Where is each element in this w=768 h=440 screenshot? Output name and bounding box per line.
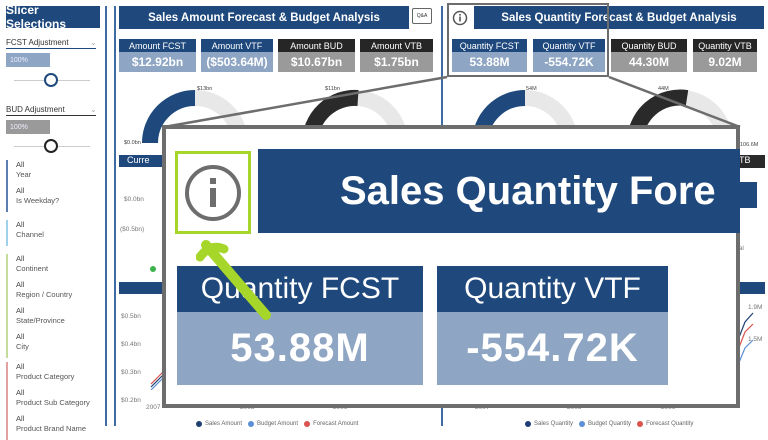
quantity-line-header xyxy=(737,282,765,294)
amount-bar-axis-tick: ($0.5bn) xyxy=(120,226,145,233)
quantity-legend: Sales Quantity Budget Quantity Forecast … xyxy=(525,421,693,427)
zoom-kpi-quantity-vtf: Quantity VTF -554.72K xyxy=(437,266,668,385)
filter-city[interactable]: All City xyxy=(16,332,29,351)
filter-group-product: All Product Category All Product Sub Categ… xyxy=(6,362,90,440)
filter-year[interactable]: All Year xyxy=(16,160,32,179)
quantity-line-axis-tick: 1.5M xyxy=(748,336,763,343)
kpi-quantity-vtb: Quantity VTB 9.02M xyxy=(693,39,757,72)
qa-icon[interactable]: Q&A xyxy=(412,8,432,24)
amount-bud-gauge-target: $11bn xyxy=(325,86,340,92)
amount-line-chart xyxy=(150,371,164,390)
green-arrow-pointer-icon xyxy=(196,240,271,320)
amount-line-axis-tick: $0.2bn xyxy=(121,397,141,404)
info-icon-large xyxy=(185,164,241,221)
kpi-quantity-fcst: Quantity FCST 53.88M xyxy=(452,39,527,72)
legend-sales-quantity[interactable]: Sales Quantity xyxy=(525,421,573,427)
quantity-total-label: tal xyxy=(737,245,744,252)
amount-x-tick: 2007 xyxy=(146,404,161,411)
fcst-chevron-down-icon[interactable]: ⌄ xyxy=(90,38,97,47)
fcst-adjustment-input[interactable]: 100% xyxy=(6,53,50,67)
legend-sales-amount[interactable]: Sales Amount xyxy=(196,421,242,427)
zoom-panel-title: Sales Quantity Fore xyxy=(258,149,740,233)
filter-region-country[interactable]: All Region / Country xyxy=(16,280,73,299)
kpi-quantity-vtf: Quantity VTF -554.72K xyxy=(533,39,605,72)
filter-state-province[interactable]: All State/Province xyxy=(16,306,65,325)
filter-continent[interactable]: All Continent xyxy=(16,254,49,273)
filter-product-sub-category[interactable]: All Product Sub Category xyxy=(16,388,90,407)
kpi-amount-vtf: Amount VTF ($503.64M) xyxy=(201,39,273,72)
amount-fcst-gauge-target: $13bn xyxy=(197,86,213,92)
filter-group-geography: All Continent All Region / Country All Stat… xyxy=(6,254,72,358)
info-icon-highlight[interactable] xyxy=(175,151,251,234)
amount-panel-border xyxy=(114,6,116,426)
filter-is-weekday[interactable]: All Is Weekday? xyxy=(16,186,60,205)
quantity-line-axis-tick: 1.9M xyxy=(748,304,763,311)
legend-forecast-quantity[interactable]: Forecast Quantity xyxy=(637,421,693,427)
info-icon xyxy=(452,10,468,25)
quantity-bar xyxy=(737,182,757,208)
legend-budget-quantity[interactable]: Budget Quantity xyxy=(579,421,631,427)
amount-section-label: Curre xyxy=(119,155,164,167)
fcst-adjustment-label: FCST Adjustment xyxy=(6,38,69,47)
amount-legend: Sales Amount Budget Amount Forecast Amou… xyxy=(196,421,358,427)
zoom-source-highlight xyxy=(447,3,609,77)
quantity-bud-gauge-max: 106.6M xyxy=(740,142,759,148)
bud-adjustment-label: BUD Adjustment xyxy=(6,105,65,114)
filter-channel[interactable]: All Channel xyxy=(16,220,44,239)
info-icon-button[interactable] xyxy=(449,6,471,29)
slicer-selections-title: Slicer Selections xyxy=(6,3,100,31)
amount-fcst-gauge-min: $0.0bn xyxy=(124,140,141,146)
filter-product-category[interactable]: All Product Category xyxy=(16,362,75,381)
amount-bar-axis-tick: $0.0bn xyxy=(124,196,144,203)
bud-underline xyxy=(6,115,96,116)
bud-adjustment-input[interactable]: 100% xyxy=(6,120,50,134)
fcst-slider-handle[interactable] xyxy=(44,73,58,87)
filter-product-brand-name[interactable]: All Product Brand Name xyxy=(16,414,87,433)
legend-forecast-amount[interactable]: Forecast Amount xyxy=(304,421,358,427)
amount-line-axis-tick: $0.3bn xyxy=(121,369,141,376)
quantity-vtb-section-label: TB xyxy=(737,155,765,168)
sidebar-divider xyxy=(105,6,107,426)
amount-line-header xyxy=(119,282,164,294)
slicer-sidebar: Slicer Selections FCST Adjustment ⌄ 100%… xyxy=(0,0,106,440)
kpi-quantity-bud: Quantity BUD 44.30M xyxy=(611,39,687,72)
bud-slider-handle[interactable] xyxy=(44,139,58,153)
zoom-kpi-quantity-fcst: Quantity FCST 53.88M xyxy=(177,266,423,385)
filter-group-date: All Year All Is Weekday? xyxy=(6,160,59,212)
quantity-line-chart xyxy=(737,312,754,366)
bud-chevron-down-icon[interactable]: ⌄ xyxy=(90,105,97,114)
legend-budget-amount[interactable]: Budget Amount xyxy=(248,421,298,427)
status-dot xyxy=(150,266,156,272)
zoom-callout: Sales Quantity Fore Quantity FCST 53.88M… xyxy=(162,125,740,408)
quantity-fcst-gauge-target: 54M xyxy=(526,86,537,92)
amount-panel-title: Sales Amount Forecast & Budget Analysis xyxy=(119,6,409,29)
amount-line-axis-tick: $0.5bn xyxy=(121,313,141,320)
quantity-bud-gauge-target: 44M xyxy=(658,86,669,92)
kpi-amount-vtb: Amount VTB $1.75bn xyxy=(360,39,433,72)
filter-group-channel: All Channel xyxy=(6,220,44,246)
amount-line-axis-tick: $0.4bn xyxy=(121,341,141,348)
quantity-panel-title: Sales Quantity Forecast & Budget Analysi… xyxy=(474,6,764,29)
kpi-amount-fcst: Amount FCST $12.92bn xyxy=(119,39,196,72)
kpi-amount-bud: Amount BUD $10.67bn xyxy=(278,39,355,72)
fcst-underline xyxy=(6,48,96,49)
